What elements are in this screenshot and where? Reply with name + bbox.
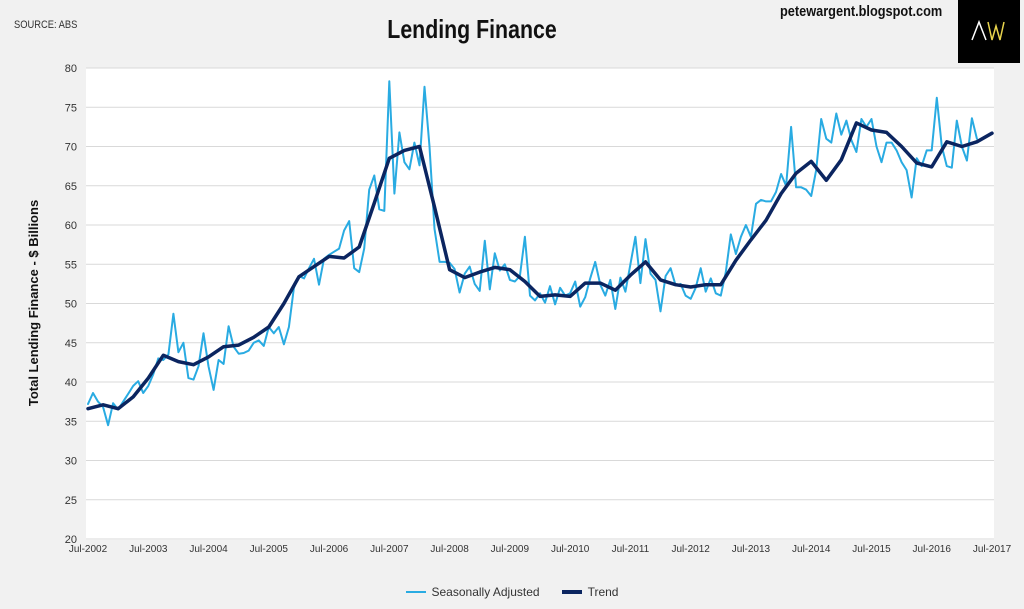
site-url: petewargent.blogspot.com [780, 3, 943, 20]
x-tick-label: Jul-2002 [69, 544, 108, 555]
x-tick-label: Jul-2014 [792, 544, 831, 555]
y-axis-label: Total Lending Finance - $ Billions [26, 200, 41, 406]
y-tick-label: 55 [65, 259, 77, 271]
x-tick-label: Jul-2007 [370, 544, 409, 555]
legend-label: Trend [587, 585, 619, 599]
legend-label: Seasonally Adjusted [431, 585, 540, 599]
x-tick-label: Jul-2011 [612, 544, 650, 555]
series-line-trend [86, 121, 994, 411]
aw-logo [958, 0, 1020, 63]
series-line-seasonally-adjusted [87, 80, 978, 427]
x-tick-label: Jul-2015 [852, 544, 891, 555]
y-tick-label: 60 [65, 220, 77, 232]
y-tick-label: 50 [65, 299, 77, 311]
y-tick-label: 25 [65, 495, 77, 507]
aw-logo-icon [971, 19, 1005, 41]
x-tick-label: Jul-2006 [310, 544, 349, 555]
y-tick-label: 65 [65, 181, 77, 193]
y-tick-label: 75 [65, 102, 77, 114]
x-tick-label: Jul-2017 [973, 544, 1012, 555]
x-tick-label: Jul-2004 [189, 544, 228, 555]
y-tick-label: 30 [65, 456, 77, 468]
y-tick-label: 20 [65, 534, 77, 546]
legend-swatch [561, 590, 582, 594]
source-label: SOURCE: ABS [14, 19, 78, 31]
x-tick-label: Jul-2008 [430, 544, 469, 555]
x-tick-label: Jul-2010 [551, 544, 590, 555]
x-tick-label: Jul-2013 [732, 544, 771, 555]
y-tick-label: 80 [65, 63, 77, 75]
legend: Seasonally Adjusted Trend [0, 585, 1024, 599]
chart-title: Lending Finance [387, 14, 557, 44]
y-tick-label: 35 [65, 416, 77, 428]
x-tick-label: Jul-2005 [250, 544, 289, 555]
legend-item-trend: Trend [561, 585, 619, 599]
y-tick-label: 40 [65, 377, 77, 389]
line-chart: 20 25 30 35 40 45 50 55 60 65 70 75 80 Jul-2002 Jul-2… [26, 63, 1012, 555]
x-tick-label: Jul-2012 [671, 544, 710, 555]
y-tick-label: 45 [65, 338, 77, 350]
x-tick-label: Jul-2003 [129, 544, 168, 555]
legend-swatch [405, 591, 426, 593]
y-tick-label: 70 [65, 142, 77, 154]
x-tick-label: Jul-2016 [913, 544, 952, 555]
x-tick-label: Jul-2009 [491, 544, 530, 555]
legend-item-seasonally-adjusted: Seasonally Adjusted [405, 585, 540, 599]
